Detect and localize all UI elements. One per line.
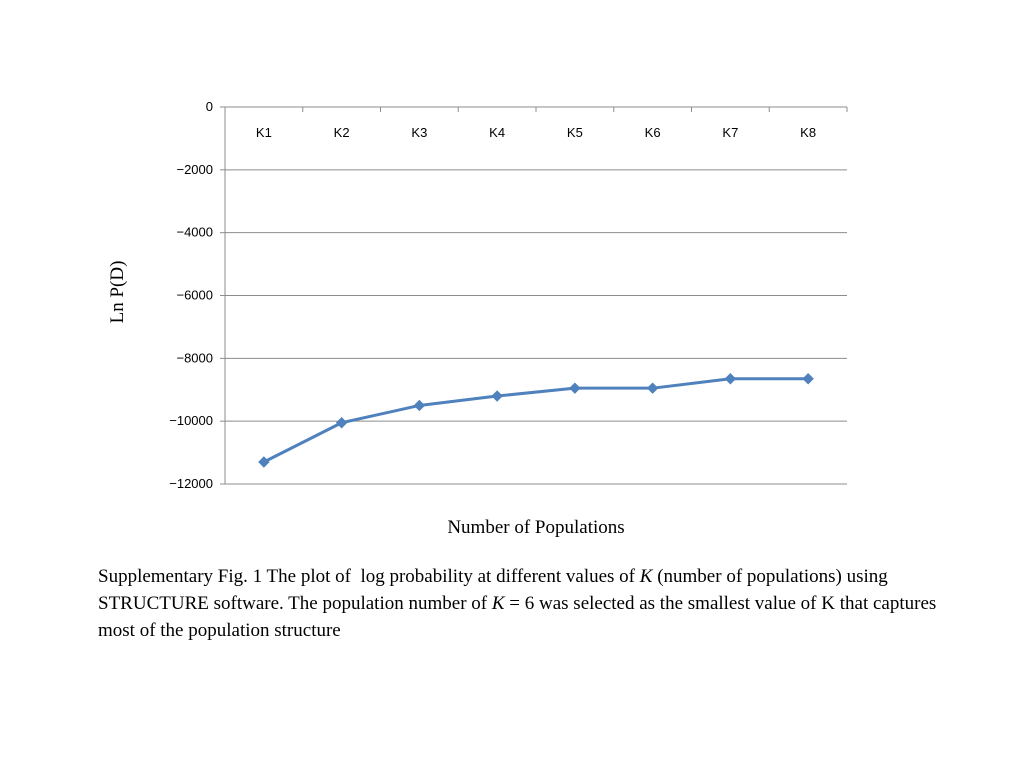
series-layer: [258, 373, 814, 468]
data-point-marker: [413, 399, 426, 412]
data-point-marker: [335, 417, 348, 429]
y-tick-label: −2000: [176, 162, 213, 177]
caption-k-variable-1: K: [639, 566, 653, 587]
line-chart: 0 −2000 −4000 −6000 −8000 −10000 −12000 K1 K2 K3…: [107, 99, 848, 538]
data-point-marker: [724, 373, 737, 385]
x-tick-labels: K1 K2 K3 K4 K5 K6 K7 K8: [256, 125, 816, 140]
y-tick-label: −6000: [176, 288, 213, 303]
y-tick-label: −12000: [169, 476, 213, 491]
data-point-marker: [802, 373, 814, 385]
data-point-marker: [646, 382, 659, 394]
y-axis-label: Ln P(D): [107, 261, 128, 324]
gridlines: [225, 106, 847, 485]
x-tick-label: K3: [411, 125, 427, 140]
data-point-marker: [569, 382, 581, 394]
caption-part-2: (number of populations) using STRUCTURE …: [98, 566, 893, 614]
x-tick-label: K4: [489, 125, 505, 140]
axes: [220, 106, 848, 485]
y-tick-label: −4000: [176, 225, 213, 240]
data-point-marker: [491, 390, 503, 402]
caption-part-3: = 6 was selected as the smallest value o…: [98, 593, 942, 641]
caption-k-variable-2: K: [491, 593, 505, 614]
x-axis-label: Number of Populations: [447, 517, 624, 538]
x-tick-label: K8: [800, 125, 816, 140]
y-tick-labels: 0 −2000 −4000 −6000 −8000 −10000 −12000: [169, 99, 213, 491]
data-point-marker: [258, 456, 270, 468]
x-tick-label: K2: [334, 125, 350, 140]
x-tick-label: K7: [722, 125, 738, 140]
y-tick-label: −8000: [176, 350, 213, 365]
figure-caption: Supplementary Fig. 1 The plot of log pro…: [98, 563, 958, 644]
caption-part-1: Supplementary Fig. 1 The plot of log pro…: [98, 566, 640, 587]
x-tick-label: K1: [256, 125, 272, 140]
y-tick-label: 0: [206, 99, 213, 114]
series-line: [263, 377, 809, 464]
y-tick-label: −10000: [169, 413, 213, 428]
x-tick-label: K6: [645, 125, 661, 140]
x-tick-label: K5: [567, 125, 583, 140]
